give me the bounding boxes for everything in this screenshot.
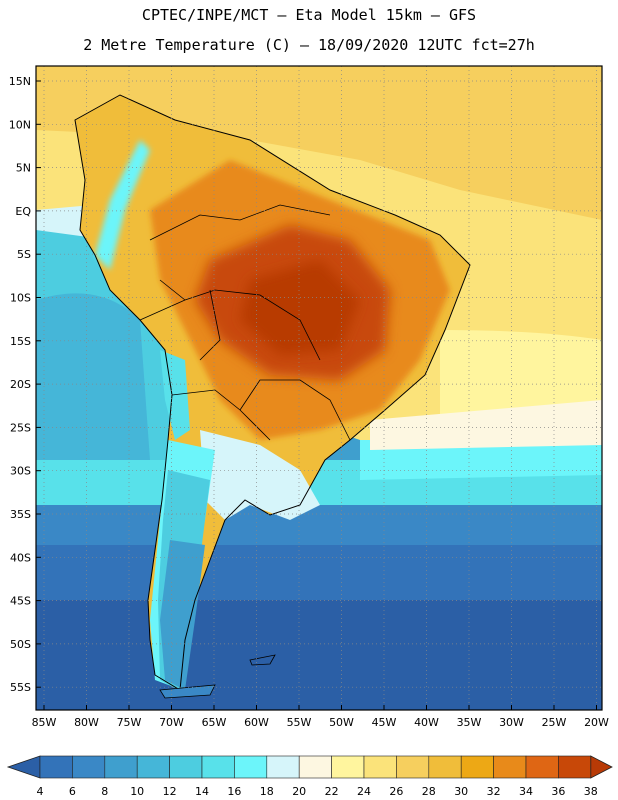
colorbar-tick-label: 38: [584, 785, 598, 798]
map-frame: [35, 65, 603, 711]
colorbar-tick-label: 10: [130, 785, 144, 798]
colorbar-tick-label: 20: [292, 785, 306, 798]
colorbar-segment: [460, 755, 494, 779]
colorbar-tick-label: 12: [163, 785, 177, 798]
lat-label: 10N: [9, 118, 31, 131]
lon-label: 55W: [287, 716, 312, 729]
coastline: [74, 94, 471, 691]
lon-label: 30W: [499, 716, 524, 729]
colorbar-segment: [298, 755, 332, 779]
colorbar-left-arrow: [6, 755, 41, 779]
colorbar-tick-label: 22: [325, 785, 339, 798]
lon-label: 20W: [584, 716, 609, 729]
colorbar-segment: [39, 755, 73, 779]
colorbar-segment: [72, 755, 106, 779]
lon-label: 45W: [372, 716, 397, 729]
colorbar-tick-label: 30: [454, 785, 468, 798]
lat-label: 35S: [10, 508, 31, 521]
country-borders: [139, 204, 351, 441]
lat-label: EQ: [15, 205, 31, 218]
lat-label: 30S: [10, 465, 31, 478]
longitude-labels: 85W 80W 75W 70W 65W 60W 55W 50W 45W 40W 35W 30W 25W 2…: [32, 705, 609, 729]
colorbar-segment: [525, 755, 559, 779]
colorbar-tick-label: 32: [487, 785, 501, 798]
lon-label: 70W: [159, 716, 184, 729]
colorbar-tick-label: 26: [389, 785, 403, 798]
colorbar-tick-label: 36: [551, 785, 565, 798]
colorbar-segment: [234, 755, 268, 779]
colorbar-tick-label: 18: [260, 785, 274, 798]
map-title-line1: CPTEC/INPE/MCT – Eta Model 15km – GFS: [141, 6, 477, 24]
colorbar-segment: [363, 755, 397, 779]
lon-label: 75W: [117, 716, 142, 729]
colorbar-tick-label: 28: [422, 785, 436, 798]
colorbar-segment: [428, 755, 462, 779]
lon-label: 40W: [414, 716, 439, 729]
lat-label: 5S: [17, 248, 31, 261]
map-title-line2: 2 Metre Temperature (C) – 18/09/2020 12U…: [83, 36, 535, 54]
lat-label: 45S: [10, 595, 31, 608]
lat-label: 25S: [10, 421, 31, 434]
colorbar-segment: [266, 755, 300, 779]
colorbar-tick-label: 14: [195, 785, 209, 798]
lon-label: 85W: [32, 716, 57, 729]
colorbar-ticks: 4 6 8 10 12 14 16 18 20 22 24 26 28 30 32 34 36 38: [37, 785, 598, 798]
colorbar-tick-label: 6: [69, 785, 76, 798]
lat-label: 55S: [10, 681, 31, 694]
colorbar-tick-label: 34: [519, 785, 533, 798]
lon-label: 65W: [202, 716, 227, 729]
colorbar-tick-label: 4: [37, 785, 44, 798]
grid: [36, 66, 602, 710]
colorbar-segment: [201, 755, 235, 779]
colorbar-segment: [136, 755, 170, 779]
colorbar-segment: [331, 755, 365, 779]
lat-label: 20S: [10, 378, 31, 391]
colorbar-segment: [104, 755, 138, 779]
lon-label: 50W: [329, 716, 354, 729]
lat-label: 50S: [10, 638, 31, 651]
colorbar: [6, 755, 613, 779]
lat-label: 40S: [10, 551, 31, 564]
lon-label: 25W: [542, 716, 567, 729]
colorbar-right-arrow: [590, 755, 613, 779]
lat-label: 5N: [16, 162, 31, 175]
lat-label: 15S: [10, 335, 31, 348]
colorbar-tick-label: 24: [357, 785, 371, 798]
lon-label: 35W: [457, 716, 482, 729]
lon-label: 80W: [74, 716, 99, 729]
lat-label: 15N: [9, 75, 31, 88]
colorbar-segment: [558, 755, 592, 779]
colorbar-segment: [169, 755, 203, 779]
latitude-labels: 15N 10N 5N EQ 5S 10S 15S 20S 25S 30S 35S 40S 45S 50S 5…: [9, 75, 41, 694]
map-field: [36, 66, 602, 710]
colorbar-segment: [493, 755, 527, 779]
colorbar-tick-label: 16: [227, 785, 241, 798]
colorbar-tick-label: 8: [101, 785, 108, 798]
lon-label: 60W: [244, 716, 269, 729]
colorbar-segment: [396, 755, 430, 779]
lat-label: 10S: [10, 292, 31, 305]
